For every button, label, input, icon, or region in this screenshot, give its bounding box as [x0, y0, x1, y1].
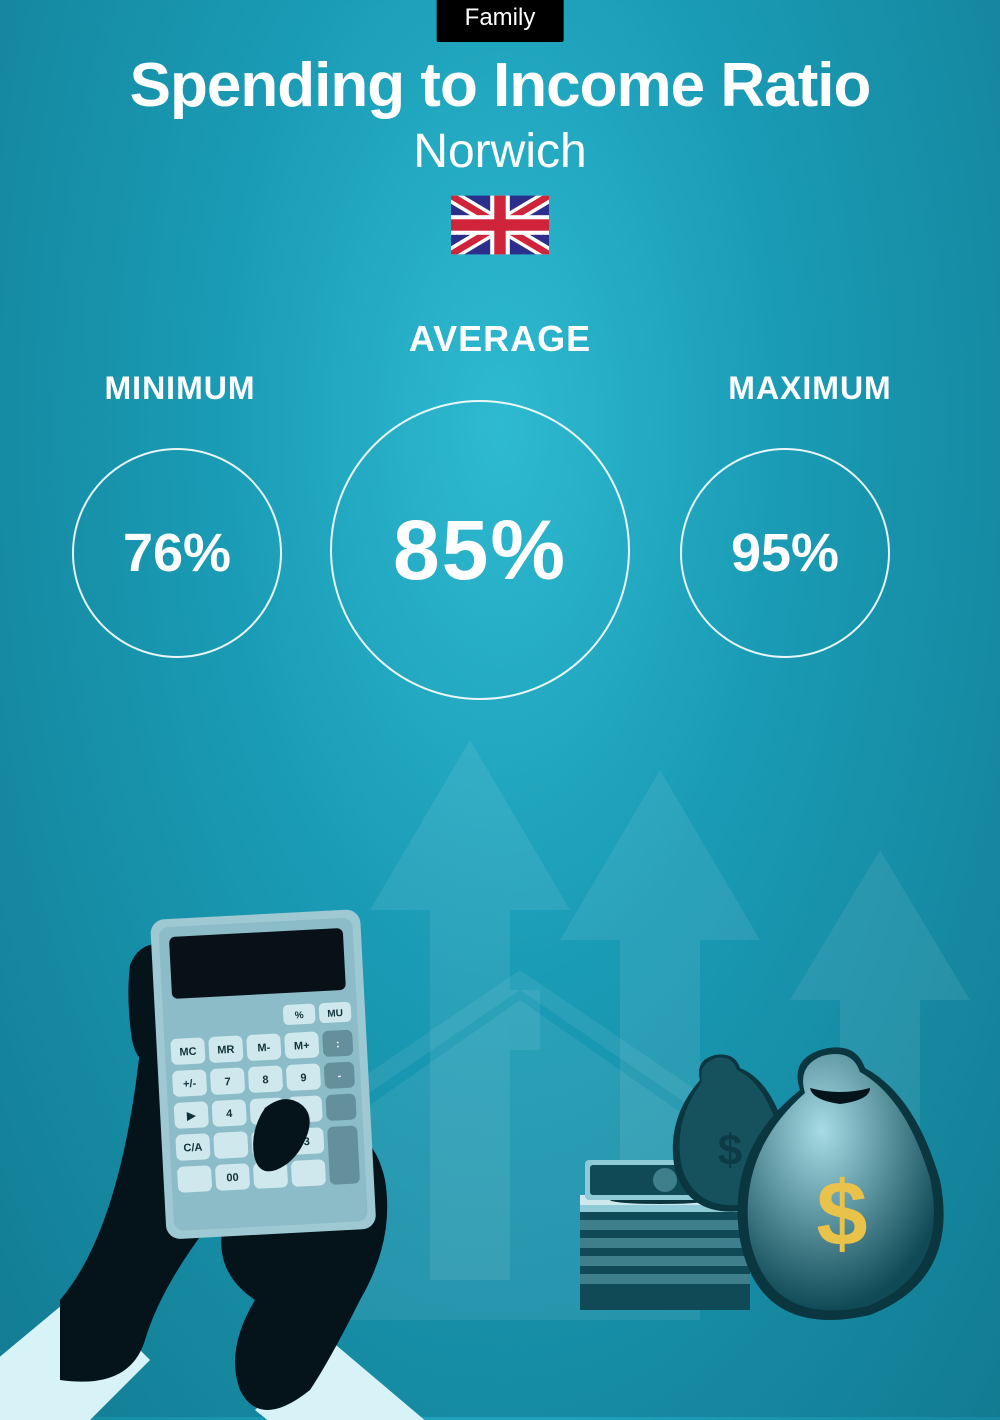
- money-bag-icon: $: [738, 1047, 944, 1320]
- maximum-circle: 95%: [680, 448, 890, 658]
- minimum-label: MINIMUM: [50, 370, 310, 407]
- average-label: AVERAGE: [370, 318, 630, 360]
- maximum-value: 95%: [731, 522, 839, 584]
- minimum-circle: 76%: [72, 448, 282, 658]
- calc-key: +/-: [183, 1078, 197, 1091]
- calc-key: 7: [224, 1076, 231, 1088]
- up-arrow-icon: [560, 770, 760, 1280]
- calc-key: M-: [257, 1042, 271, 1055]
- average-value: 85%: [393, 502, 567, 599]
- money-stack-icon: [580, 1160, 750, 1310]
- calc-key: 00: [226, 1172, 239, 1185]
- minimum-value: 76%: [123, 522, 231, 584]
- calc-key: %: [294, 1010, 304, 1021]
- calc-key: :: [336, 1038, 340, 1050]
- maximum-label: MAXIMUM: [680, 370, 940, 407]
- calc-key: C/A: [183, 1142, 203, 1155]
- hands-calculator-illustration: % MU MC MR M- M+ : +/- 7 8 9 - ▶ 4 5 C/A: [0, 870, 540, 1420]
- calc-key: ▶: [186, 1110, 197, 1123]
- city-subtitle: Norwich: [0, 124, 1000, 179]
- page-title: Spending to Income Ratio: [0, 50, 1000, 121]
- average-circle: 85%: [330, 400, 630, 700]
- calc-key: 8: [262, 1074, 269, 1086]
- calc-key: MU: [327, 1008, 343, 1020]
- calc-key: MR: [217, 1044, 235, 1057]
- calc-key: MC: [179, 1046, 197, 1059]
- calculator-icon: % MU MC MR M- M+ : +/- 7 8 9 - ▶ 4 5 C/A: [150, 909, 376, 1240]
- uk-flag-icon: [451, 195, 549, 255]
- calc-key: M+: [294, 1040, 310, 1053]
- up-arrow-icon: [790, 850, 970, 1280]
- money-bag-icon: $: [673, 1055, 789, 1212]
- calc-key: 9: [300, 1072, 307, 1084]
- svg-text:$: $: [816, 1163, 867, 1265]
- category-tag: Family: [437, 0, 564, 42]
- svg-text:$: $: [718, 1126, 742, 1175]
